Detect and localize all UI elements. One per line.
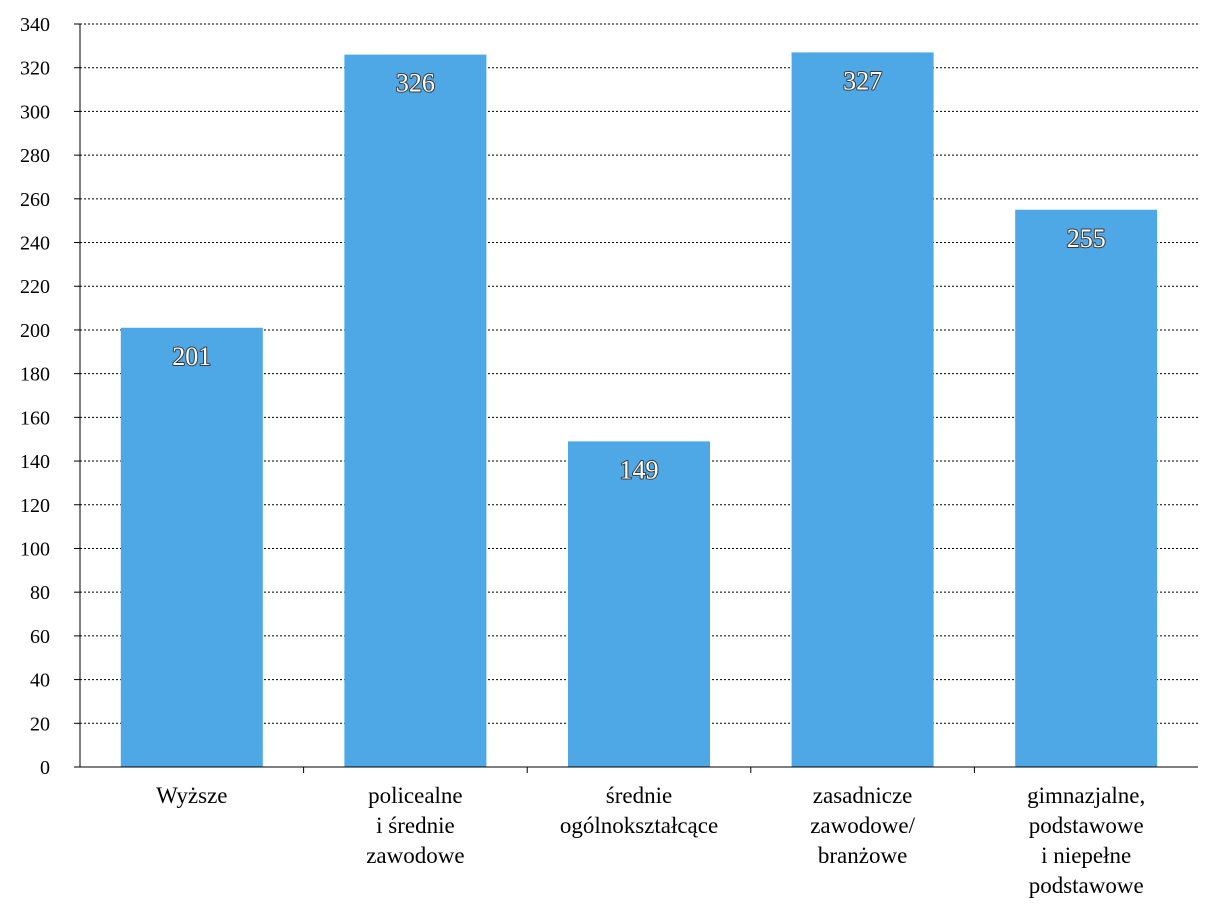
category-label: policealne i średnie zawodowe xyxy=(366,783,464,868)
bar xyxy=(1015,209,1158,767)
y-tick-label: 280 xyxy=(20,145,50,167)
y-tick-labels: 0 20 40 60 80 100 120 140 160 180 200 220 240 260 280 3… xyxy=(20,14,50,779)
y-tick-label: 160 xyxy=(20,407,50,429)
data-label: 326 xyxy=(396,69,435,98)
y-tick-label: 140 xyxy=(20,451,50,473)
y-tick-label: 20 xyxy=(30,713,50,735)
y-tick-label: 60 xyxy=(30,626,50,648)
data-labels: 201 326 149 327 255 xyxy=(171,65,1106,485)
axes xyxy=(74,23,1198,773)
y-tick-label: 120 xyxy=(20,495,50,517)
y-tick-label: 340 xyxy=(20,14,50,36)
bar xyxy=(791,52,934,768)
bar xyxy=(344,54,487,767)
y-tick-label: 100 xyxy=(20,538,50,560)
y-tick-label: 320 xyxy=(20,58,50,80)
x-category-labels: Wyższe policealne i średnie zawodowe średnie… xyxy=(156,783,1145,898)
data-label: 201 xyxy=(172,342,211,371)
y-tick-label: 0 xyxy=(40,757,50,779)
category-label: gimnazjalne, podstawowe i niepełne podstawo… xyxy=(1027,783,1145,898)
bar xyxy=(120,327,263,767)
category-label: zasadnicze zawodowe/branżowe xyxy=(810,783,915,868)
y-tick-label: 240 xyxy=(20,233,50,255)
y-tick-label: 200 xyxy=(20,320,50,342)
data-label: 149 xyxy=(620,455,659,484)
y-tick-label: 80 xyxy=(30,582,50,604)
data-label: 255 xyxy=(1067,224,1106,253)
category-label: średnie ogólnokształcące xyxy=(560,783,718,838)
data-label: 327 xyxy=(843,66,882,95)
y-tick-label: 180 xyxy=(20,364,50,386)
bar xyxy=(568,441,710,767)
y-tick-label: 220 xyxy=(20,276,50,298)
bars xyxy=(120,52,1158,768)
y-tick-label: 300 xyxy=(20,101,50,123)
y-tick-label: 40 xyxy=(30,670,50,692)
category-label: Wyższe xyxy=(156,783,227,808)
y-tick-label: 260 xyxy=(20,189,50,211)
